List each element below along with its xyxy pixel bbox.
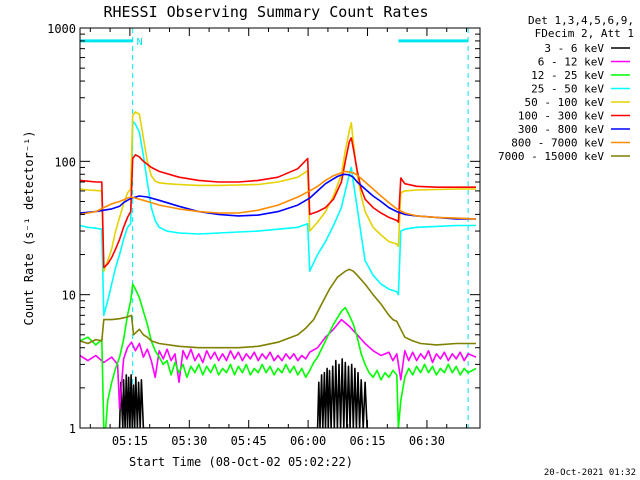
series-line-100-300-kev <box>80 137 476 269</box>
legend-label: 6 - 12 keV <box>538 56 605 69</box>
y-tick-label: 1 <box>69 422 76 436</box>
series-line-7000-15000-kev <box>80 268 476 349</box>
legend-label: 12 - 25 keV <box>531 69 604 82</box>
series-line-12-25-kev <box>80 283 477 428</box>
legend-label: 300 - 800 keV <box>518 123 604 136</box>
night-flag-layer: N <box>80 28 469 428</box>
legend-label: 25 - 50 keV <box>531 83 604 96</box>
chart-title: RHESSI Observing Summary Count Rates <box>103 3 428 21</box>
footer-date: 20-Oct-2021 01:32 <box>544 468 636 478</box>
series-layer <box>80 111 477 428</box>
axes: 05:15 05:30 05:45 06:00 06:15 06:30 1 10 100 1000 <box>47 22 480 448</box>
legend: Det 1,3,4,5,6,9, FDecim 2, Att 1 3 - 6 k… <box>498 14 634 163</box>
legend-header-line-2: FDecim 2, Att 1 <box>535 27 634 40</box>
y-tick-label: 10 <box>62 289 76 303</box>
x-tick-label: 06:00 <box>290 434 326 448</box>
x-tick-label: 06:15 <box>349 434 385 448</box>
legend-label: 7000 - 15000 keV <box>498 150 604 163</box>
legend-label: 50 - 100 keV <box>525 96 605 109</box>
y-tick-label: 1000 <box>47 22 76 36</box>
x-tick-label: 06:30 <box>409 434 445 448</box>
series-line-25-50-kev <box>80 120 476 317</box>
y-tick-label: 100 <box>54 155 76 169</box>
y-axis-label: Count Rate (s⁻¹ detector⁻¹) <box>22 130 36 325</box>
series-line-3-6-kev <box>118 358 368 428</box>
x-tick-label: 05:45 <box>231 434 267 448</box>
night-flag-label: N <box>137 37 143 48</box>
series-line-6-12-kev <box>80 318 477 410</box>
plot-frame <box>79 27 481 429</box>
series-line-800-7000-kev <box>80 170 477 220</box>
legend-header-line-1: Det 1,3,4,5,6,9, <box>528 14 634 27</box>
legend-label: 3 - 6 keV <box>544 42 604 55</box>
series-line-50-100-kev <box>80 111 476 272</box>
x-tick-label: 05:30 <box>171 434 207 448</box>
series-line-300-800-kev <box>80 173 476 220</box>
x-axis-label: Start Time (08-Oct-02 05:02:22) <box>129 455 353 469</box>
legend-label: 800 - 7000 keV <box>511 137 604 150</box>
legend-label: 100 - 300 keV <box>518 110 604 123</box>
x-tick-label: 05:15 <box>112 434 148 448</box>
